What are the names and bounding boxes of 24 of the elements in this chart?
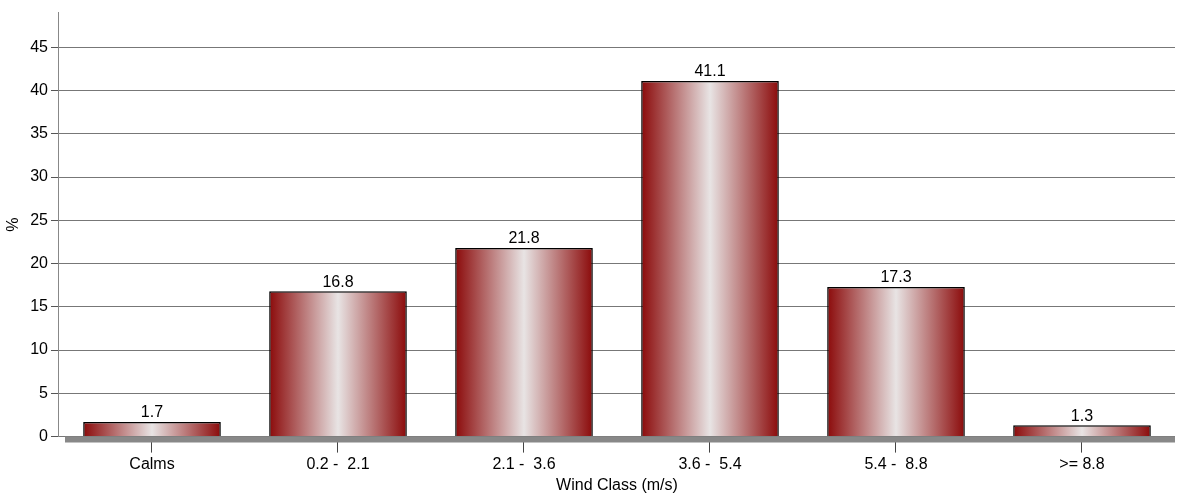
data-label: 21.8 xyxy=(508,229,540,247)
y-tick-label: 30 xyxy=(30,167,49,185)
y-tick-label: 0 xyxy=(39,427,49,445)
x-tick-label: >= 8.8 xyxy=(1059,454,1105,472)
y-tick-label: 20 xyxy=(30,253,49,271)
x-tick-label: 5.4 - 8.8 xyxy=(864,454,928,472)
x-tick-label: 0.2 - 2.1 xyxy=(306,454,370,472)
y-axis-title: % xyxy=(4,217,22,232)
data-label: 1.3 xyxy=(1070,406,1094,424)
data-label: 17.3 xyxy=(880,268,912,286)
data-label: 1.7 xyxy=(140,403,164,421)
y-tick-label: 35 xyxy=(30,124,49,142)
x-tick-label: 2.1 - 3.6 xyxy=(492,454,556,472)
data-label: 16.8 xyxy=(322,272,354,290)
x-tick-label: 3.6 - 5.4 xyxy=(678,454,742,472)
y-tick-label: 40 xyxy=(30,80,49,98)
y-tick-label: 10 xyxy=(30,340,49,358)
y-tick-label: 15 xyxy=(30,297,49,315)
y-tick-label: 25 xyxy=(30,210,49,228)
y-tick-label: 5 xyxy=(39,383,49,401)
data-label: 41.1 xyxy=(694,62,726,80)
x-tick-label: Calms xyxy=(129,454,175,472)
y-tick-label: 45 xyxy=(30,37,49,55)
x-axis-title: Wind Class (m/s) xyxy=(556,475,678,493)
